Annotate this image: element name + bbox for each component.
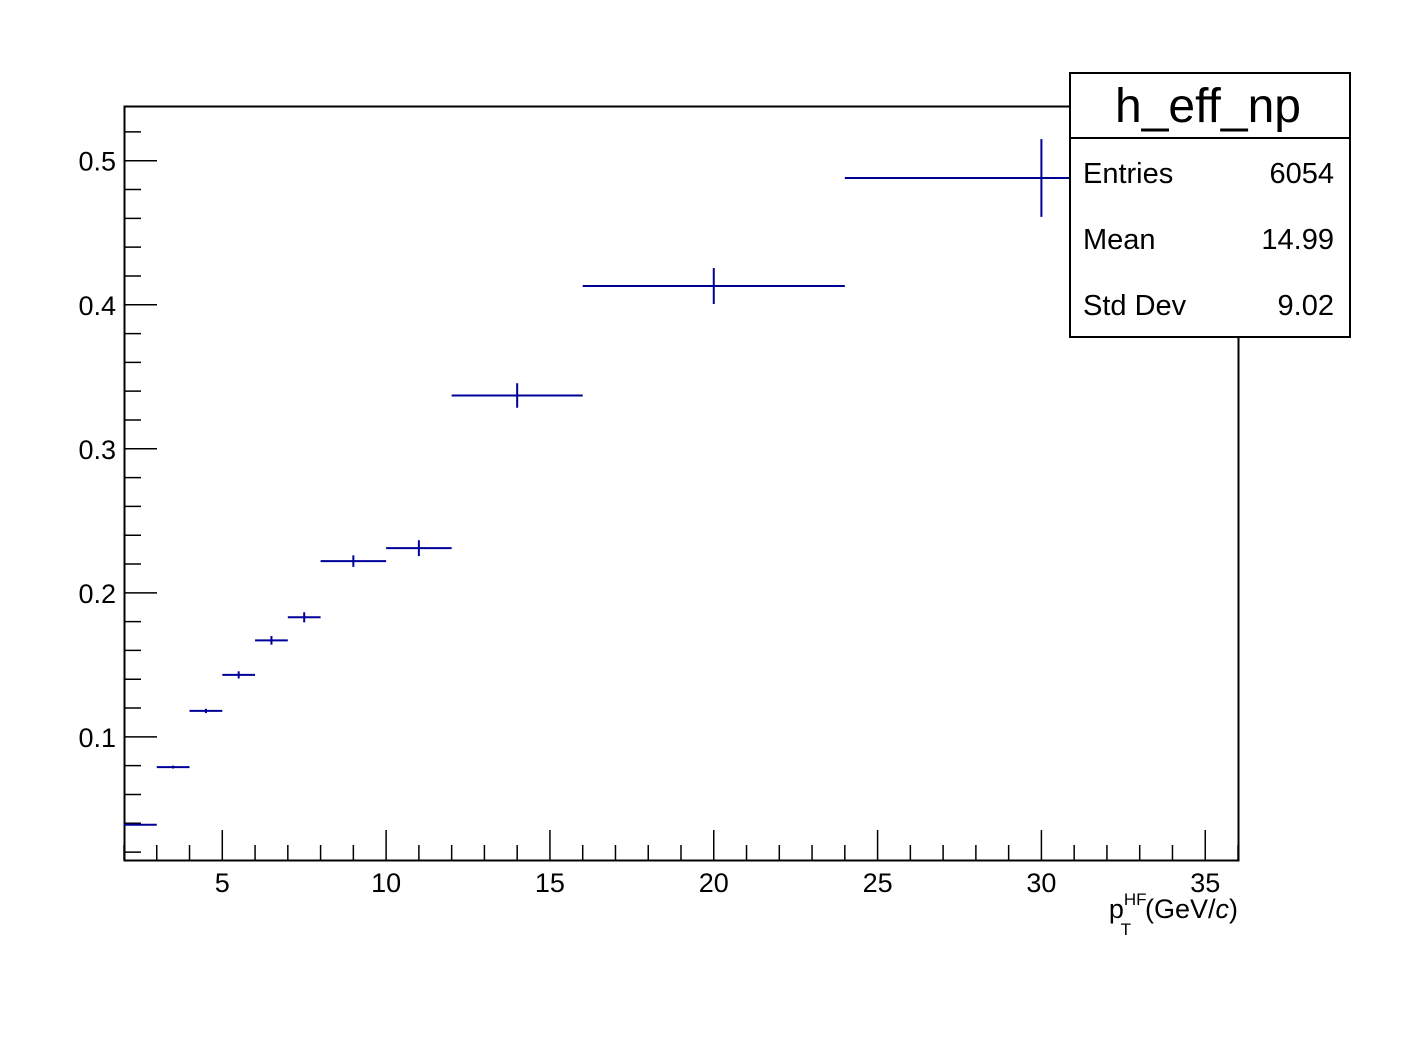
x-axis-title-subscript: T (1121, 920, 1131, 939)
x-tick-label: 25 (863, 868, 893, 898)
data-point (582, 268, 845, 305)
data-point (156, 765, 190, 769)
x-axis-title-unit-prefix: (GeV/ (1145, 894, 1216, 924)
y-tick-label: 0.4 (78, 291, 116, 321)
x-tick-label: 30 (1026, 868, 1056, 898)
axis-ticks (123, 131, 1239, 860)
x-tick-label: 35 (1190, 868, 1220, 898)
stats-box-title: h_eff_np (1115, 80, 1301, 133)
x-tick-label: 5 (215, 868, 230, 898)
data-point (386, 540, 452, 557)
x-axis-title-unit-italic: c (1216, 894, 1230, 924)
stats-mean-label: Mean (1083, 224, 1156, 256)
axis-tick-labels: 5 10 15 20 25 30 35 0.1 0.2 0.3 0.4 0.5 (78, 147, 1220, 898)
x-axis-title: pHF T (GeV/c) (1109, 890, 1238, 939)
stats-mean-value: 14.99 (1261, 224, 1334, 256)
y-tick-label: 0.3 (78, 435, 116, 465)
data-point (189, 708, 223, 714)
stats-box: h_eff_np Entries 6054 Mean 14.99 Std Dev… (1069, 72, 1351, 338)
y-tick-label: 0.5 (78, 147, 116, 177)
y-tick-label: 0.1 (78, 723, 116, 753)
stats-stddev-value: 9.02 (1278, 290, 1334, 322)
x-tick-label: 20 (699, 868, 729, 898)
data-point (124, 823, 157, 826)
plot-frame (123, 105, 1240, 862)
y-tick-label: 0.2 (78, 579, 116, 609)
x-axis-title-superscript: HF (1124, 890, 1147, 909)
data-point (222, 671, 256, 679)
data-point (287, 612, 321, 623)
x-axis-title-base: p (1109, 894, 1124, 924)
x-axis-title-unit-suffix: ) (1229, 894, 1238, 924)
data-point (451, 383, 583, 408)
data-point (320, 555, 387, 567)
x-tick-label: 15 (535, 868, 565, 898)
data-point (255, 636, 288, 645)
stats-box-border (1069, 72, 1351, 338)
data-points (124, 139, 1238, 826)
stats-stddev-label: Std Dev (1083, 290, 1187, 322)
x-tick-label: 10 (371, 868, 401, 898)
stats-entries-label: Entries (1083, 158, 1173, 190)
stats-entries-value: 6054 (1269, 158, 1334, 190)
